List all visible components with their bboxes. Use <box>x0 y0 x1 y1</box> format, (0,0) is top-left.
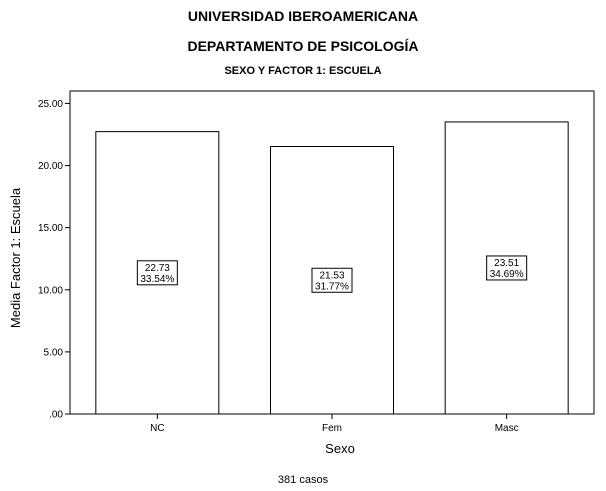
y-axis-label: Media Factor 1: Escuela <box>8 187 23 328</box>
chart-title: SEXO Y FACTOR 1: ESCUELA <box>224 65 382 77</box>
page-subtitle: DEPARTAMENTO DE PSICOLOGÍA <box>187 38 419 54</box>
page-title: UNIVERSIDAD IBEROAMERICANA <box>187 8 419 24</box>
data-label-box <box>311 267 353 293</box>
x-tick-label: NC <box>150 423 164 434</box>
y-tick-label: 10.00 <box>38 285 63 296</box>
data-label-percent: 31.77% <box>315 281 349 292</box>
x-tick-label: Fem <box>322 423 342 434</box>
data-label-value: 23.51 <box>494 258 519 269</box>
y-tick-label: 5.00 <box>44 347 64 358</box>
data-label-box <box>136 260 178 286</box>
case-count: 381 casos <box>277 474 329 486</box>
y-tick-label: 25.00 <box>38 99 63 110</box>
data-label-percent: 33.54% <box>140 274 174 285</box>
x-tick-label: Masc <box>495 423 519 434</box>
data-label-box <box>486 255 528 281</box>
y-tick-label: .00 <box>49 410 63 421</box>
data-label-percent: 34.69% <box>490 269 524 280</box>
data-label-value: 22.73 <box>145 263 170 274</box>
x-axis-label: Sexo <box>325 441 355 456</box>
y-tick-label: 15.00 <box>38 223 63 234</box>
y-tick-label: 20.00 <box>38 161 63 172</box>
data-label-value: 21.53 <box>319 270 344 281</box>
